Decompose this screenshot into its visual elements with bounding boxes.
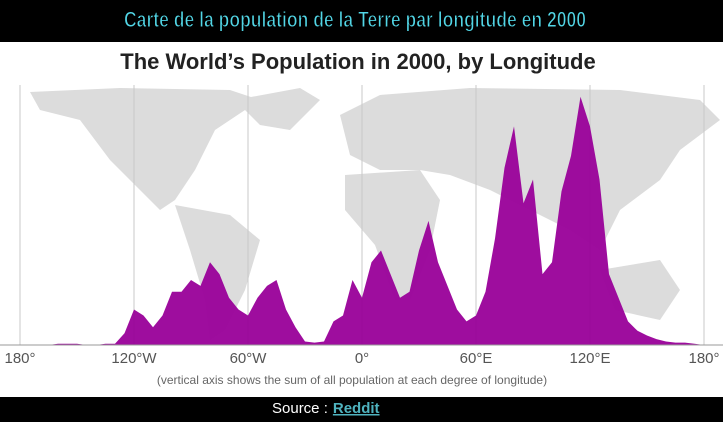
x-tick-label: 180° — [688, 350, 719, 367]
x-tick-label: 120°W — [111, 350, 157, 367]
source-link[interactable]: Reddit — [333, 400, 380, 417]
x-tick-label: 180° — [4, 350, 35, 367]
page-title: Carte de la population de la Terre par l… — [124, 7, 586, 32]
population-area — [20, 96, 704, 345]
x-tick-label: 60°E — [460, 350, 493, 367]
world-map — [30, 88, 720, 340]
source: Source : Reddit — [272, 400, 380, 417]
x-tick-label: 60°W — [230, 350, 268, 367]
axis-note: (vertical axis shows the sum of all popu… — [157, 373, 547, 387]
x-tick-label: 120°E — [569, 350, 610, 367]
x-tick-label: 0° — [355, 350, 369, 367]
source-label: Source : — [272, 400, 328, 417]
chart-title: The World’s Population in 2000, by Longi… — [120, 49, 595, 74]
